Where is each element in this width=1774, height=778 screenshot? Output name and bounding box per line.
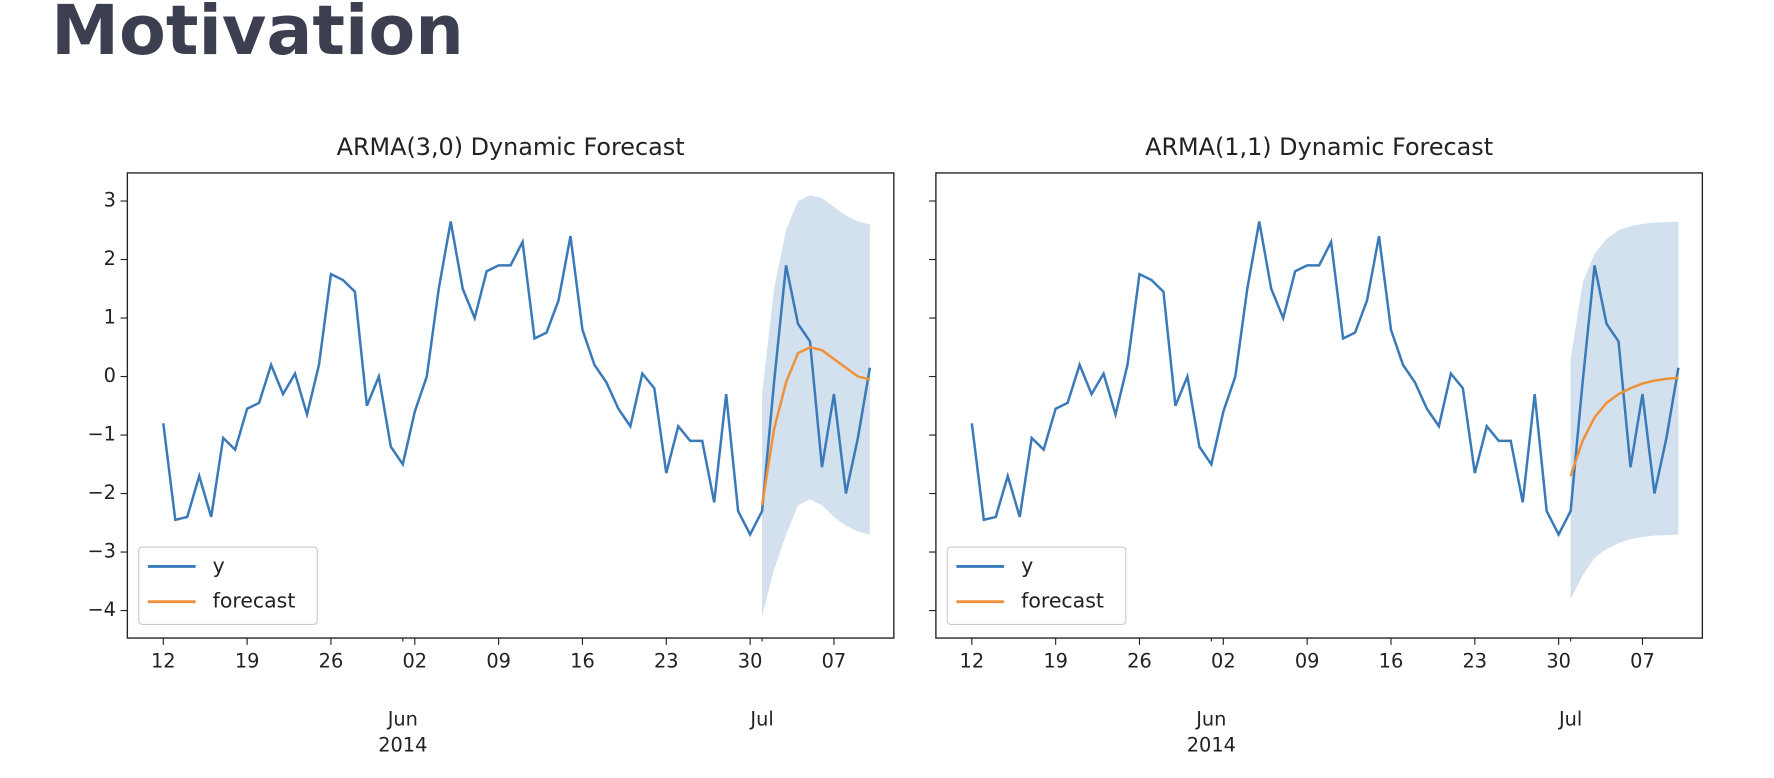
legend-label: y bbox=[1021, 553, 1033, 577]
x-tick-label: 12 bbox=[151, 649, 176, 672]
y-tick-label: 3 bbox=[104, 189, 116, 212]
x-tick-label: 09 bbox=[1295, 649, 1320, 672]
legend-label: y bbox=[213, 553, 225, 577]
x-year-label: 2014 bbox=[378, 734, 427, 757]
x-tick-label: 16 bbox=[570, 649, 595, 672]
y-tick-label: 2 bbox=[104, 247, 116, 270]
x-tick-label: 26 bbox=[319, 649, 344, 672]
plot-frame bbox=[935, 172, 1704, 639]
legend-box bbox=[138, 546, 318, 625]
series-line bbox=[970, 221, 1680, 538]
x-tick-label: 12 bbox=[960, 649, 985, 672]
x-month-label: Jul bbox=[1558, 707, 1582, 730]
x-tick-label: 19 bbox=[235, 649, 260, 672]
x-tick-label: 23 bbox=[1463, 649, 1488, 672]
x-year-label: 2014 bbox=[1187, 734, 1236, 757]
x-tick-label: 07 bbox=[822, 649, 847, 672]
x-tick-label: 30 bbox=[738, 649, 763, 672]
y-tick-label: −4 bbox=[87, 598, 116, 621]
x-tick-label: 19 bbox=[1043, 649, 1068, 672]
chart-title: ARMA(1,1) Dynamic Forecast bbox=[1145, 133, 1493, 161]
x-month-label: Jul bbox=[749, 707, 773, 730]
x-tick-label: 26 bbox=[1127, 649, 1152, 672]
series-line bbox=[760, 345, 871, 506]
legend-box bbox=[946, 546, 1127, 625]
x-tick-label: 23 bbox=[654, 649, 679, 672]
y-tick-label: −1 bbox=[87, 423, 116, 446]
x-tick-label: 30 bbox=[1546, 649, 1571, 672]
legend-label: forecast bbox=[1021, 589, 1104, 613]
x-tick-label: 02 bbox=[402, 649, 427, 672]
slide-title: Motivation bbox=[51, 0, 464, 71]
x-tick-label: 09 bbox=[486, 649, 511, 672]
y-tick-label: −2 bbox=[87, 481, 116, 504]
x-month-label: Jun bbox=[387, 707, 418, 730]
y-tick-label: 1 bbox=[104, 306, 116, 329]
plot-frame bbox=[126, 172, 895, 639]
legend-label: forecast bbox=[213, 589, 296, 613]
x-tick-label: 02 bbox=[1211, 649, 1236, 672]
x-tick-label: 07 bbox=[1630, 649, 1655, 672]
x-month-label: Jun bbox=[1195, 707, 1226, 730]
series-line bbox=[162, 221, 872, 538]
y-tick-label: 0 bbox=[104, 364, 116, 387]
y-tick-label: −3 bbox=[87, 540, 116, 563]
series-line bbox=[1569, 376, 1679, 477]
x-tick-label: 16 bbox=[1379, 649, 1404, 672]
chart-title: ARMA(3,0) Dynamic Forecast bbox=[337, 133, 685, 161]
